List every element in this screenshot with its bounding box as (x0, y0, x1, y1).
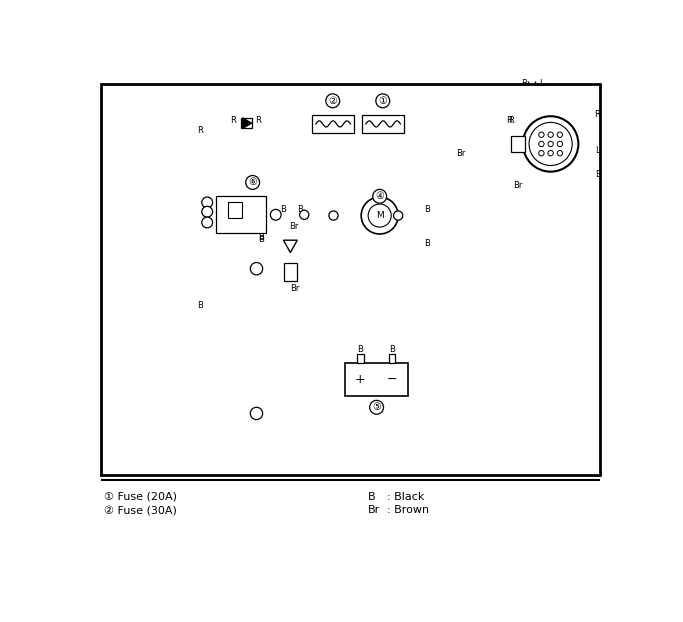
Circle shape (539, 141, 544, 147)
Text: B: B (258, 233, 264, 241)
Circle shape (557, 151, 563, 156)
Bar (512, 136, 525, 152)
Polygon shape (242, 118, 252, 129)
Bar (284, 262, 296, 281)
Circle shape (557, 132, 563, 137)
Circle shape (201, 207, 212, 217)
Text: B: B (296, 205, 303, 214)
Text: L: L (539, 80, 544, 88)
Bar (362, 114, 404, 133)
Circle shape (201, 217, 212, 228)
Circle shape (376, 94, 390, 108)
Bar (217, 197, 266, 233)
Bar (228, 202, 242, 218)
Circle shape (393, 211, 403, 220)
Circle shape (548, 141, 553, 147)
Text: R: R (506, 116, 512, 126)
Text: B: B (281, 205, 286, 214)
Text: R: R (197, 126, 204, 136)
Circle shape (373, 189, 387, 203)
Circle shape (370, 401, 384, 414)
Text: : Black: : Black (387, 491, 425, 501)
Circle shape (548, 151, 553, 156)
Text: ⑥: ⑥ (248, 177, 257, 187)
Circle shape (201, 197, 212, 208)
Bar (345, 363, 408, 396)
Text: L: L (596, 146, 600, 155)
Text: B: B (357, 345, 363, 354)
Text: −: − (387, 373, 398, 386)
Text: B: B (595, 170, 600, 179)
Circle shape (300, 210, 309, 220)
Text: ①: ① (378, 96, 387, 106)
Text: : Brown: : Brown (387, 506, 430, 516)
Circle shape (368, 204, 391, 227)
Bar (357, 354, 363, 363)
Text: Br: Br (290, 284, 300, 293)
Text: R: R (507, 116, 514, 126)
Text: B: B (425, 205, 430, 214)
Text: ② Fuse (30A): ② Fuse (30A) (104, 506, 177, 516)
Text: B: B (258, 235, 264, 244)
Circle shape (557, 141, 563, 147)
Text: B: B (197, 301, 204, 310)
Circle shape (246, 175, 260, 189)
Text: R: R (255, 116, 261, 126)
Text: B: B (522, 80, 527, 88)
Text: R: R (230, 116, 236, 126)
Text: B: B (368, 491, 376, 501)
Text: R: R (594, 110, 600, 119)
Circle shape (329, 211, 338, 220)
Text: ⑤: ⑤ (372, 402, 381, 412)
Text: B: B (389, 345, 395, 354)
Text: Br: Br (456, 149, 465, 158)
Text: M: M (376, 211, 384, 220)
Circle shape (251, 407, 263, 420)
Circle shape (361, 197, 398, 234)
Circle shape (539, 132, 544, 137)
Text: Br: Br (368, 506, 380, 516)
Bar (101, 84, 600, 475)
Circle shape (326, 94, 339, 108)
Text: ① Fuse (20A): ① Fuse (20A) (104, 491, 177, 501)
Text: +: + (355, 373, 365, 386)
Circle shape (539, 151, 544, 156)
Bar (389, 354, 395, 363)
Bar (241, 118, 252, 128)
Bar (312, 114, 354, 133)
Circle shape (251, 262, 263, 275)
Text: ②: ② (329, 96, 337, 106)
Text: B: B (425, 239, 430, 248)
Text: Br: Br (290, 222, 299, 231)
Circle shape (548, 132, 553, 137)
Text: ④: ④ (375, 192, 384, 202)
Circle shape (523, 116, 579, 172)
Circle shape (270, 210, 281, 220)
Text: Br: Br (514, 181, 523, 190)
Circle shape (529, 123, 572, 165)
